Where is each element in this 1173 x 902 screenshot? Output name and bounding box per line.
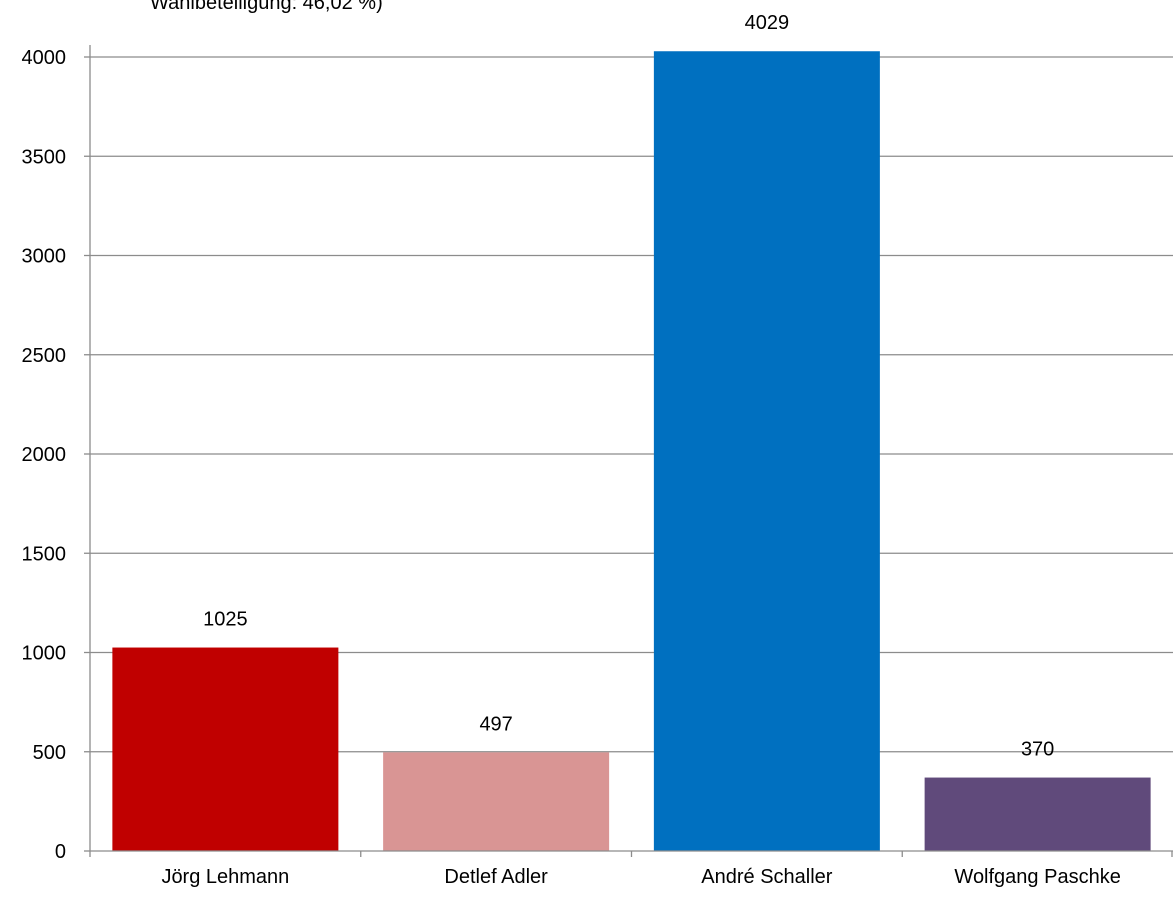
bar xyxy=(383,752,610,851)
chart-title: Wahlbeteiligung: 46,02 %) xyxy=(150,0,383,14)
y-tick-label: 4000 xyxy=(22,47,67,69)
data-label: 4029 xyxy=(745,12,790,34)
y-tick-label: 2000 xyxy=(22,444,67,466)
y-tick-label: 1500 xyxy=(22,543,67,565)
y-tick-label: 1000 xyxy=(22,643,67,665)
y-axis-ticks: 0 500 1000 1500 2000 2500 3000 3500 4000 xyxy=(22,47,90,863)
x-tick-label: Jörg Lehmann xyxy=(161,866,289,888)
y-tick-label: 3000 xyxy=(22,246,67,268)
y-tick-label: 0 xyxy=(55,841,66,863)
x-tick-label: Detlef Adler xyxy=(444,866,548,888)
x-tick-label: André Schaller xyxy=(701,866,833,888)
bar xyxy=(653,51,880,851)
y-tick-label: 3500 xyxy=(22,146,67,168)
data-label: 497 xyxy=(479,713,512,735)
data-label: 1025 xyxy=(203,609,248,631)
gridlines xyxy=(90,56,1173,753)
data-labels: 1025 497 4029 370 xyxy=(203,12,1054,760)
bars xyxy=(112,51,1151,851)
data-label: 370 xyxy=(1021,739,1054,761)
bar xyxy=(924,777,1151,851)
y-tick-label: 500 xyxy=(33,742,66,764)
bar xyxy=(112,647,339,851)
x-axis-ticks: Jörg Lehmann Detlef Adler André Schaller Wo… xyxy=(89,851,1173,888)
y-tick-label: 2500 xyxy=(22,345,67,367)
x-tick-label: Wolfgang Paschke xyxy=(954,866,1120,888)
